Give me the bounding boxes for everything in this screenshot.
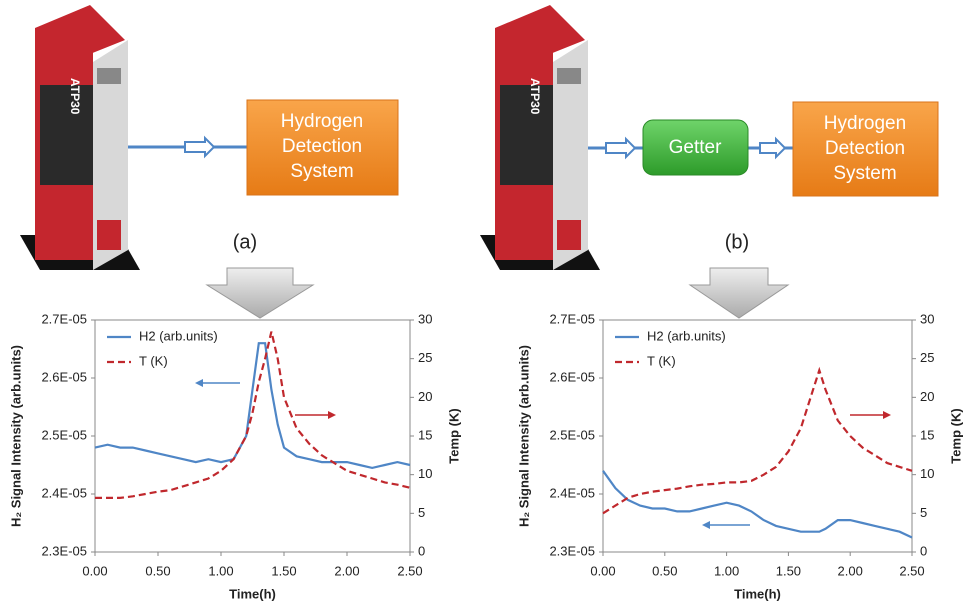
- y2-tick-label: 30: [920, 311, 934, 326]
- y2-tick-label: 20: [920, 389, 934, 404]
- y2-tick-label: 25: [920, 350, 934, 365]
- down-arrow: [205, 267, 315, 319]
- y-tick-label: 2.6E-05: [549, 369, 595, 384]
- y-tick-label: 2.4E-05: [549, 485, 595, 500]
- box-text: Detection: [825, 138, 905, 159]
- axis-arrow-head: [883, 411, 891, 419]
- y2-tick-label: 5: [418, 505, 425, 520]
- y-tick-label: 2.5E-05: [549, 427, 595, 442]
- series-line: [602, 470, 913, 539]
- y-tick-label: 2.3E-05: [549, 543, 595, 558]
- series-line: [95, 331, 411, 499]
- x-tick-label: 2.00: [334, 563, 359, 578]
- legend-label: T (K): [139, 353, 168, 368]
- x-tick-label: 1.50: [271, 563, 296, 578]
- panel-label: (a): [233, 231, 257, 253]
- x-tick-label: 0.50: [145, 563, 170, 578]
- y2-tick-label: 10: [920, 466, 934, 481]
- y2-tick-label: 15: [920, 427, 934, 442]
- y2-tick-label: 0: [418, 543, 425, 558]
- y2-axis-title: Temp (K): [948, 408, 963, 463]
- flow-arrow: [605, 136, 637, 160]
- instrument-label: ATP30: [528, 78, 542, 115]
- y-tick-label: 2.5E-05: [41, 427, 87, 442]
- y2-axis-title: Temp (K): [446, 408, 461, 463]
- diagram-a: ATP30 Hydrogen Detection System (a): [20, 5, 399, 319]
- y-tick-label: 2.6E-05: [41, 369, 87, 384]
- legend-label: T (K): [647, 353, 676, 368]
- y2-tick-label: 25: [418, 350, 432, 365]
- box-text: Hydrogen: [281, 111, 363, 132]
- annotations: [195, 379, 891, 529]
- series-line: [602, 366, 913, 515]
- diagram-b: ATP30 Getter Hydrogen Detection System (…: [480, 5, 939, 319]
- x-tick-label: 2.00: [838, 563, 863, 578]
- instrument: [20, 5, 140, 270]
- instrument-label: ATP30: [68, 78, 82, 115]
- flow-arrow: [184, 135, 216, 159]
- axis-arrow-head: [702, 521, 710, 529]
- y-tick-label: 2.3E-05: [41, 543, 87, 558]
- box: Hydrogen Detection System: [246, 99, 399, 196]
- x-axis-title: Time(h): [734, 586, 781, 601]
- x-tick-label: 1.50: [776, 563, 801, 578]
- box: Hydrogen Detection System: [792, 101, 939, 197]
- y-tick-label: 2.4E-05: [41, 485, 87, 500]
- box-text: Detection: [282, 136, 362, 157]
- box-text: Getter: [669, 137, 722, 158]
- x-axis-title: Time(h): [229, 586, 276, 601]
- axis-arrow-head: [195, 379, 203, 387]
- panel-label: (b): [725, 231, 749, 253]
- x-tick-label: 2.50: [397, 563, 422, 578]
- y-tick-label: 2.7E-05: [41, 311, 87, 326]
- y2-tick-label: 30: [418, 311, 432, 326]
- down-arrow: [688, 267, 790, 319]
- box-text: System: [290, 161, 353, 182]
- flow-arrow: [759, 136, 787, 160]
- x-tick-label: 1.00: [208, 563, 233, 578]
- instrument: [480, 5, 600, 270]
- legend-label: H2 (arb.units): [647, 328, 726, 343]
- y-tick-label: 2.7E-05: [549, 311, 595, 326]
- series-line: [94, 342, 411, 470]
- x-tick-label: 1.00: [714, 563, 739, 578]
- y-axis-title: H₂ Signal Intensity (arb.units): [516, 345, 531, 527]
- x-tick-label: 0.00: [590, 563, 615, 578]
- box: Getter: [642, 119, 749, 176]
- box-text: System: [833, 163, 896, 184]
- y2-tick-label: 5: [920, 505, 927, 520]
- y2-tick-label: 10: [418, 466, 432, 481]
- y-axis-title: H₂ Signal Intensity (arb.units): [8, 345, 23, 527]
- x-tick-label: 2.50: [899, 563, 924, 578]
- y2-tick-label: 15: [418, 427, 432, 442]
- legend-label: H2 (arb.units): [139, 328, 218, 343]
- box-text: Hydrogen: [824, 113, 906, 134]
- y2-tick-label: 20: [418, 389, 432, 404]
- x-tick-label: 0.50: [652, 563, 677, 578]
- y2-tick-label: 0: [920, 543, 927, 558]
- axis-arrow-head: [328, 411, 336, 419]
- x-tick-label: 0.00: [82, 563, 107, 578]
